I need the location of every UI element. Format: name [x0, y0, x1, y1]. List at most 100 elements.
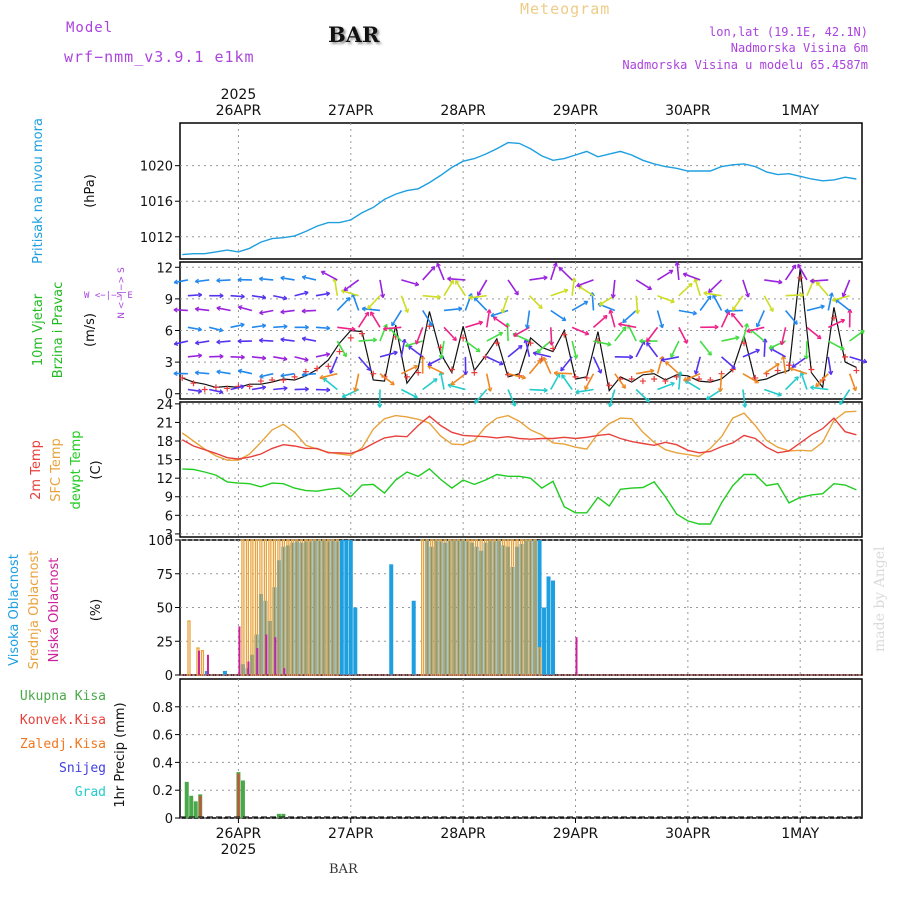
- wind-arrow: [507, 279, 519, 296]
- wind-arrow: [731, 295, 744, 311]
- wind-arrow-head: [560, 366, 565, 372]
- wind-gust-marker: [606, 382, 613, 389]
- wind-arrow: [550, 309, 567, 322]
- wind-arrow: [612, 279, 616, 298]
- wind-arrow: [839, 389, 851, 406]
- cloud-bar-mid: [497, 539, 501, 676]
- wind-arrow-head: [558, 266, 564, 272]
- cloud-bar-high: [470, 542, 475, 675]
- wind-arrow: [533, 352, 551, 358]
- precip-bar-total: [276, 813, 281, 818]
- wind-arrow-head: [524, 324, 530, 329]
- cloud-bar-high: [479, 550, 484, 675]
- wind-arrow: [351, 293, 360, 311]
- wind-arrow-head: [377, 403, 383, 408]
- wind-arrow-head: [815, 382, 820, 388]
- clouds-ytick-label: 50: [156, 602, 173, 617]
- wind-arrow: [302, 337, 317, 342]
- temperature-ytick-label: 15: [156, 454, 173, 469]
- x-tick-label-top: 29APR: [553, 103, 599, 119]
- cloud-bar-high: [249, 654, 254, 675]
- wind-arrow: [678, 282, 693, 297]
- wind-gust-marker: [201, 386, 208, 393]
- wind-arrow-head: [345, 296, 351, 302]
- wind-arrow: [670, 340, 680, 358]
- wind-arrow: [529, 388, 548, 392]
- wind-label: 10m Vjetar: [31, 293, 46, 366]
- wind-arrow-head: [532, 350, 538, 357]
- wind-arrow: [259, 309, 274, 314]
- wind-arrow-head: [304, 386, 309, 392]
- wind-arrow: [501, 295, 509, 314]
- cloud-bar-high: [515, 546, 520, 675]
- cloud-bar-mid: [465, 539, 470, 676]
- wind-arrow: [536, 340, 552, 354]
- wind-arrow-head: [218, 389, 224, 395]
- wind-arrow: [443, 279, 454, 297]
- wind-arrow: [195, 340, 210, 345]
- precip-ytick-label: 0.8: [152, 701, 173, 716]
- wind-arrow-head: [413, 393, 418, 399]
- wind-arrow: [558, 266, 573, 281]
- wind-arrow-head: [622, 318, 627, 324]
- wind-arrow: [800, 372, 808, 390]
- wind-arrow: [302, 275, 317, 281]
- cloud-bar-low: [206, 654, 209, 675]
- cloud-bar-high: [506, 546, 511, 675]
- cloud-bar-high: [258, 594, 263, 675]
- wind-arrow: [832, 294, 850, 302]
- pressure-ytick-label: 1012: [140, 231, 173, 246]
- wind-gust-marker: [628, 375, 635, 382]
- wind-arrow: [187, 388, 202, 393]
- cloud-bar-low: [238, 626, 241, 675]
- wind-arrow-head: [852, 386, 858, 392]
- cloud-bar-high: [537, 540, 542, 675]
- wind-gust-marker: [493, 340, 500, 347]
- wind-arrow: [251, 386, 266, 391]
- wind-arrow-head: [745, 293, 750, 298]
- wind-arrow: [721, 356, 736, 370]
- wind-arrow-head: [258, 337, 264, 344]
- wind-arrow-head: [404, 342, 410, 348]
- wind-arrow-head: [325, 352, 331, 358]
- wind-arrow: [294, 291, 309, 297]
- wind-arrow-head: [194, 370, 200, 376]
- wind-gust-marker: [257, 378, 264, 385]
- cloud-bar-high: [447, 540, 452, 675]
- wind-arrow-head: [280, 309, 285, 315]
- wind-arrow-head: [552, 262, 558, 267]
- wind-arrow-head: [724, 308, 729, 314]
- wind-arrow-head: [237, 368, 243, 374]
- wind-arrow: [827, 356, 832, 375]
- wind-gust-marker: [370, 370, 377, 377]
- cloud-bar-high: [330, 540, 335, 675]
- wind-arrow: [683, 372, 701, 382]
- wind-arrow: [635, 279, 652, 291]
- wind-arrow-head: [261, 355, 267, 361]
- wind-arrow-head: [634, 309, 641, 315]
- wind-arrow: [805, 341, 808, 360]
- wind-arrow: [593, 340, 612, 346]
- wind-gust-marker: [415, 369, 422, 376]
- wind-arrow: [549, 327, 553, 346]
- wind-arrow: [447, 384, 466, 391]
- cloud-bar-high: [290, 542, 295, 675]
- temperature-ytick-label: 9: [165, 491, 173, 506]
- wind-gust-marker: [651, 375, 658, 382]
- wind-arrow: [173, 308, 188, 312]
- wind-arrow: [720, 310, 730, 328]
- wind-arrow-head: [216, 339, 221, 345]
- cloud-bar-high: [546, 576, 551, 675]
- cloud-bar-mid: [448, 539, 452, 676]
- wind-arrow: [730, 312, 744, 328]
- wind-arrow-head: [799, 372, 805, 377]
- wind-arrow-head: [797, 263, 802, 269]
- wind-gust-marker: [179, 374, 186, 381]
- cloud-bar-low: [274, 637, 277, 675]
- wind-arrow: [422, 310, 433, 327]
- wind-arrow: [315, 353, 330, 358]
- wind-arrow-head: [646, 341, 651, 347]
- wind-arrow-head: [860, 329, 865, 335]
- wind-arrow: [684, 379, 701, 391]
